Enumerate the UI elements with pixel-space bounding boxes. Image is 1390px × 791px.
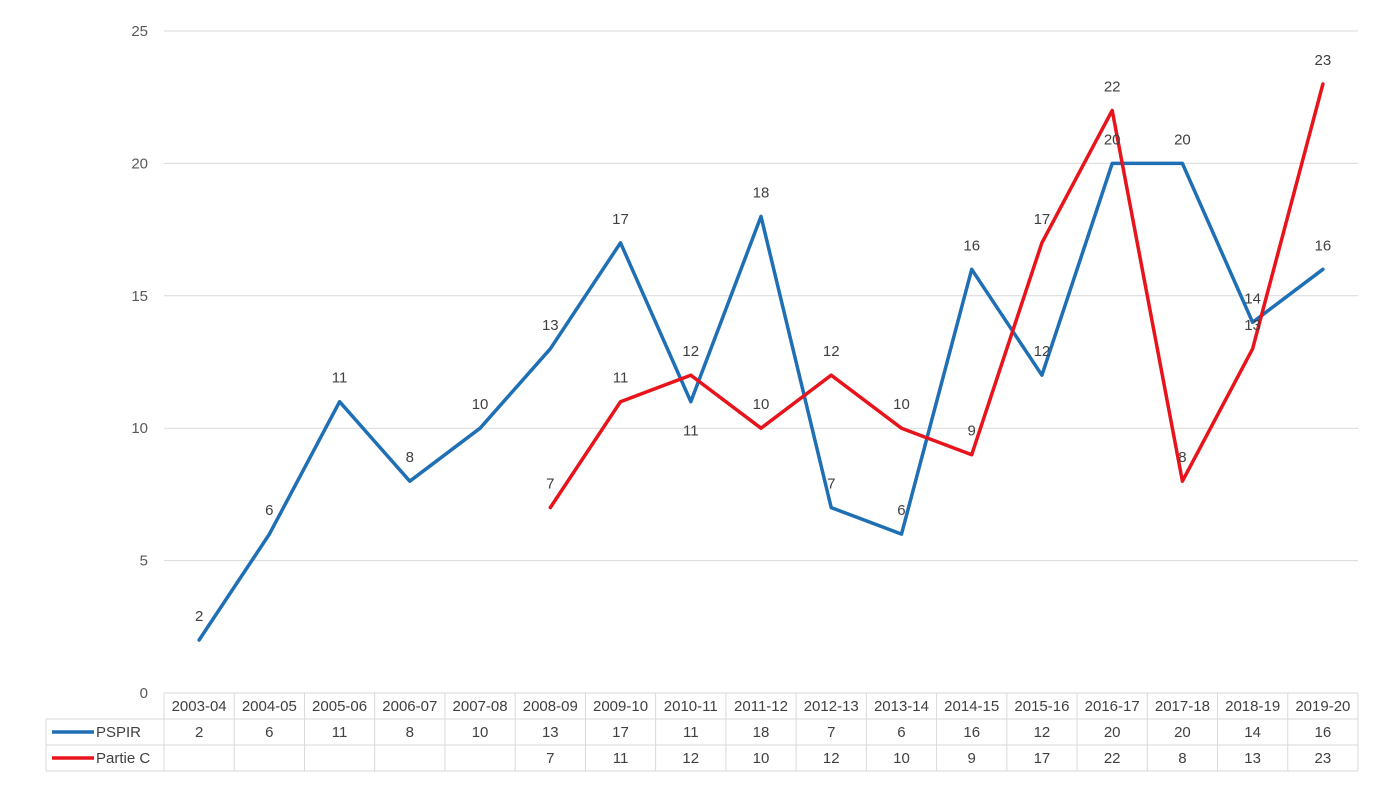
data-label: 12: [682, 343, 699, 360]
x-category-label: 2014-15: [944, 698, 999, 715]
data-label: 12: [823, 343, 840, 360]
table-cell: 8: [1178, 750, 1186, 767]
data-label: 7: [827, 476, 835, 493]
x-category-label: 2018-19: [1225, 698, 1280, 715]
data-label: 13: [542, 317, 559, 334]
data-label: 16: [1315, 237, 1332, 254]
table-cell: 7: [546, 750, 554, 767]
x-category-label: 2003-04: [172, 698, 227, 715]
data-label: 10: [472, 396, 489, 413]
y-tick-label: 0: [140, 685, 148, 702]
data-label: 11: [332, 370, 348, 387]
table-cell: 20: [1174, 724, 1191, 741]
data-label: 7: [546, 476, 554, 493]
table-cell: 17: [1034, 750, 1051, 767]
table-cell: 6: [265, 724, 273, 741]
data-label: 17: [1034, 211, 1051, 228]
y-tick-label: 10: [131, 420, 148, 437]
table-cell: 10: [472, 724, 489, 741]
x-category-label: 2019-20: [1295, 698, 1350, 715]
legend-label: Partie C: [96, 750, 150, 767]
table-cell: 11: [683, 724, 699, 741]
table-cell: 10: [753, 750, 770, 767]
table-cell: 12: [1034, 724, 1051, 741]
y-axis: 0 5 10 15 20 25: [131, 23, 148, 702]
data-label: 8: [1178, 449, 1186, 466]
table-cell: 20: [1104, 724, 1121, 741]
x-category-label: 2011-12: [734, 698, 788, 715]
data-label: 10: [753, 396, 770, 413]
table-cell: 6: [897, 724, 905, 741]
x-category-label: 2004-05: [242, 698, 297, 715]
data-table: 2003-04 2004-05 2005-06 2006-07 2007-08 2008-…: [45, 692, 1359, 772]
table-cell: 9: [968, 750, 976, 767]
data-label: 23: [1315, 52, 1332, 69]
table-cell: 10: [893, 750, 910, 767]
data-label: 6: [897, 502, 905, 519]
x-category-label: 2010-11: [664, 698, 718, 715]
gridlines: [164, 30, 1358, 562]
x-category-label: 2017-18: [1155, 698, 1210, 715]
series-line-partie-c: [548, 82, 1325, 510]
data-label: 8: [406, 449, 414, 466]
y-tick-label: 15: [131, 288, 148, 305]
table-cell: 7: [827, 724, 835, 741]
data-label: 11: [613, 370, 629, 387]
table-cell: 13: [542, 724, 559, 741]
data-label: 12: [1034, 343, 1051, 360]
data-label: 13: [1244, 317, 1261, 334]
table-cell: 12: [682, 750, 699, 767]
data-labels: 2 6 11 8 10 13 17 11 18 7 6 16 12 20 20 14 16 7 11 12 10 12 10…: [195, 52, 1331, 625]
table-cell: 17: [612, 724, 629, 741]
data-label: 14: [1244, 290, 1261, 307]
table-cell: 8: [406, 724, 414, 741]
table-cell: 23: [1315, 750, 1332, 767]
series-line-pspir: [197, 161, 1325, 642]
table-cell: 13: [1244, 750, 1261, 767]
data-label: 20: [1174, 131, 1191, 148]
table-cell: 2: [195, 724, 203, 741]
table-cell: 22: [1104, 750, 1121, 767]
x-category-label: 2006-07: [382, 698, 437, 715]
data-label: 2: [195, 608, 203, 625]
data-label: 17: [612, 211, 629, 228]
table-cell: 16: [963, 724, 980, 741]
table-cell: 11: [332, 724, 348, 741]
table-cell: 14: [1244, 724, 1261, 741]
x-category-label: 2013-14: [874, 698, 929, 715]
x-category-label: 2016-17: [1085, 698, 1140, 715]
table-cell: 18: [753, 724, 770, 741]
data-label: 20: [1104, 131, 1121, 148]
x-category-label: 2012-13: [804, 698, 859, 715]
y-tick-label: 25: [131, 23, 148, 40]
data-label: 16: [963, 237, 980, 254]
x-category-label: 2007-08: [453, 698, 508, 715]
data-label: 18: [753, 184, 770, 201]
x-category-label: 2005-06: [312, 698, 367, 715]
table-cell: 16: [1315, 724, 1332, 741]
y-tick-label: 5: [140, 553, 148, 570]
data-label: 10: [893, 396, 910, 413]
table-cell: 12: [823, 750, 840, 767]
legend-label: PSPIR: [96, 724, 141, 741]
data-label: 9: [968, 423, 976, 440]
data-label: 22: [1104, 78, 1121, 95]
data-label: 11: [683, 423, 699, 440]
table-cell: 11: [613, 750, 629, 767]
x-category-label: 2009-10: [593, 698, 648, 715]
data-label: 6: [265, 502, 273, 519]
x-category-label: 2015-16: [1014, 698, 1069, 715]
series-lines: [197, 82, 1325, 642]
x-category-label: 2008-09: [523, 698, 578, 715]
y-tick-label: 20: [131, 155, 148, 172]
